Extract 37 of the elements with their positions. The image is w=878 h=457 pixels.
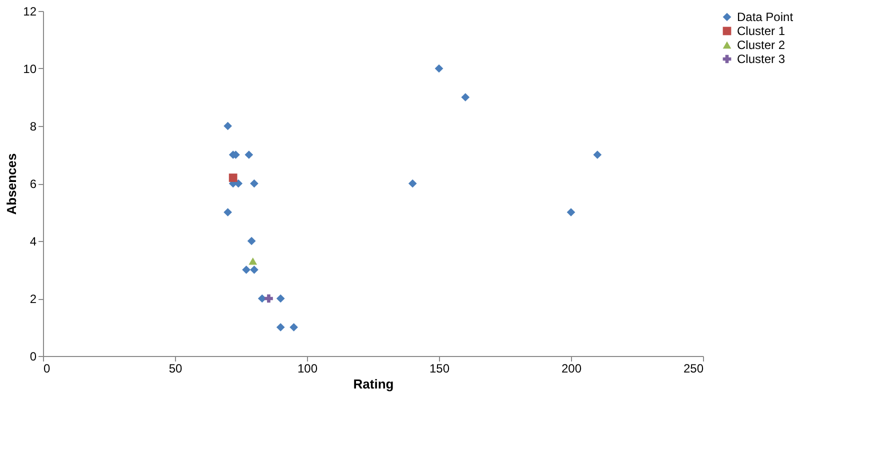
point [461,93,470,102]
point [224,122,232,130]
x-tick-label: 250 [683,362,704,376]
point [434,64,444,73]
legend-label: Cluster 2 [737,38,786,52]
y-axis-title: Absences [4,153,20,215]
point [228,174,238,182]
point [264,294,273,303]
point [248,258,258,265]
y-tick-label: 2 [30,292,37,306]
x-tick-label: 200 [561,362,582,376]
y-tick-label: 8 [30,120,37,134]
y-tick-label: 0 [30,350,37,364]
legend-label: Cluster 3 [737,52,786,66]
y-tick-label: 12 [23,4,37,18]
x-tick-label: 150 [429,362,450,376]
x-axis-title: Rating [353,376,394,392]
x-tick-label: 50 [168,362,182,376]
y-tick-label: 6 [30,177,37,191]
point [242,266,250,274]
point [250,179,258,188]
point [408,179,417,188]
point [593,150,602,159]
point [250,266,258,274]
legend-label: Cluster 1 [737,24,786,38]
point [276,294,285,303]
point [244,150,254,159]
point [276,323,285,332]
y-tick-label: 10 [23,62,37,76]
point [566,208,576,216]
point [224,208,232,216]
y-tick-label: 4 [30,234,37,248]
x-tick-label: 100 [297,362,318,376]
legend-label: Data Point [737,10,794,24]
x-tick-label: 0 [44,362,50,376]
point [290,323,298,332]
point [247,236,256,246]
